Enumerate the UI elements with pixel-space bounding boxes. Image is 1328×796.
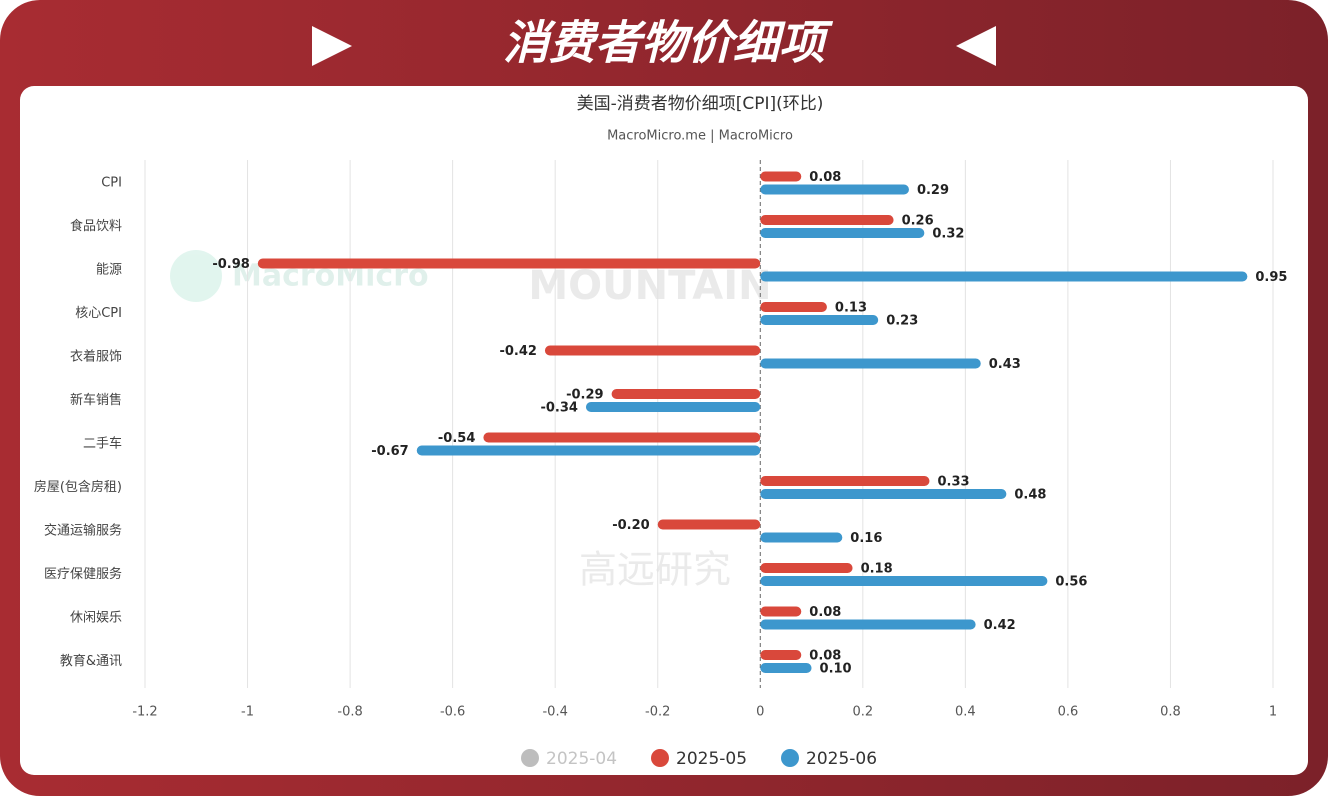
x-tick-label: -0.2 bbox=[645, 705, 670, 720]
watermark: 高远研究 bbox=[579, 548, 731, 592]
value-label: 0.43 bbox=[989, 357, 1021, 372]
y-tick-label: 能源 bbox=[96, 263, 122, 278]
bar bbox=[760, 650, 802, 660]
bar bbox=[760, 563, 853, 573]
value-label: -0.20 bbox=[612, 518, 649, 533]
bar bbox=[760, 215, 894, 225]
value-label: 0.56 bbox=[1055, 575, 1087, 590]
legend-label: 2025-05 bbox=[676, 749, 747, 769]
value-label: 0.48 bbox=[1014, 488, 1046, 503]
x-tick-label: -1.2 bbox=[132, 705, 157, 720]
bar bbox=[760, 315, 879, 325]
bar bbox=[585, 402, 761, 412]
banner-arrow bbox=[312, 26, 352, 66]
value-label: -0.54 bbox=[438, 431, 475, 446]
value-label: 0.08 bbox=[809, 649, 841, 664]
bar bbox=[760, 619, 976, 630]
y-tick-label: 新车销售 bbox=[70, 392, 122, 408]
value-label: 0.10 bbox=[820, 662, 852, 677]
bar bbox=[760, 489, 1007, 499]
value-label: 0.13 bbox=[835, 301, 867, 316]
bar bbox=[760, 184, 909, 195]
bar bbox=[611, 389, 761, 399]
bar bbox=[257, 258, 761, 269]
x-tick-label: 0 bbox=[756, 705, 764, 720]
value-label: 0.32 bbox=[932, 227, 964, 242]
chart-title: 美国-消费者物价细项[CPI](环比) bbox=[577, 94, 824, 114]
y-tick-label: 交通运输服务 bbox=[44, 523, 122, 539]
x-tick-label: 0.6 bbox=[1058, 705, 1079, 720]
value-label: -0.67 bbox=[371, 444, 408, 459]
bar bbox=[760, 358, 981, 369]
watermark: MOUNTAIN bbox=[528, 263, 771, 309]
value-label: 0.42 bbox=[984, 618, 1016, 633]
bar bbox=[760, 576, 1048, 586]
y-tick-label: CPI bbox=[101, 176, 122, 191]
bar bbox=[760, 663, 812, 673]
value-label: -0.29 bbox=[566, 388, 603, 403]
y-tick-label: 食品饮料 bbox=[70, 218, 122, 234]
bar bbox=[416, 445, 761, 456]
bar bbox=[760, 476, 930, 486]
value-label: 0.18 bbox=[861, 562, 893, 577]
value-label: 0.16 bbox=[850, 531, 882, 546]
value-label: 0.08 bbox=[809, 170, 841, 185]
banner-arrow bbox=[956, 26, 996, 66]
x-tick-label: -1 bbox=[241, 705, 254, 720]
value-label: -0.34 bbox=[540, 401, 577, 416]
bar bbox=[760, 271, 1248, 282]
bar bbox=[760, 532, 843, 543]
y-tick-label: 衣着服饰 bbox=[70, 349, 122, 365]
x-tick-label: 0.8 bbox=[1160, 705, 1181, 720]
bar bbox=[760, 302, 827, 312]
legend-marker bbox=[781, 749, 799, 767]
legend-marker bbox=[521, 749, 539, 767]
x-tick-label: 0.2 bbox=[852, 705, 873, 720]
bar bbox=[760, 171, 802, 182]
legend-label: 2025-06 bbox=[806, 749, 877, 769]
value-label: 0.26 bbox=[902, 214, 934, 229]
banner-title: 消费者物价细项 bbox=[503, 16, 834, 70]
value-label: -0.42 bbox=[499, 344, 536, 359]
value-label: 0.23 bbox=[886, 314, 918, 329]
bar bbox=[544, 345, 761, 356]
x-tick-label: 0.4 bbox=[955, 705, 976, 720]
bar bbox=[760, 606, 802, 617]
chart-subtitle: MacroMicro.me | MacroMicro bbox=[607, 129, 793, 144]
y-tick-label: 二手车 bbox=[83, 436, 122, 452]
x-tick-label: -0.6 bbox=[440, 705, 465, 720]
x-tick-label: -0.4 bbox=[542, 705, 567, 720]
bar bbox=[760, 228, 925, 238]
value-label: -0.98 bbox=[212, 257, 249, 272]
value-label: 0.95 bbox=[1255, 270, 1287, 285]
value-label: 0.08 bbox=[809, 605, 841, 620]
value-label: 0.29 bbox=[917, 183, 949, 198]
bar bbox=[483, 432, 761, 443]
y-tick-label: 休闲娱乐 bbox=[70, 611, 122, 626]
legend-marker bbox=[651, 749, 669, 767]
y-tick-label: 核心CPI bbox=[75, 306, 122, 321]
x-tick-label: -0.8 bbox=[337, 705, 362, 720]
y-tick-label: 教育&通讯 bbox=[60, 653, 122, 669]
y-tick-label: 医疗保健服务 bbox=[44, 566, 122, 582]
bar bbox=[657, 519, 761, 530]
panel bbox=[20, 86, 1308, 775]
watermark-logo bbox=[170, 250, 222, 302]
value-label: 0.33 bbox=[937, 475, 969, 490]
y-tick-label: 房屋(包含房租) bbox=[34, 479, 122, 495]
x-tick-label: 1 bbox=[1269, 705, 1277, 720]
legend-label: 2025-04 bbox=[546, 749, 617, 769]
